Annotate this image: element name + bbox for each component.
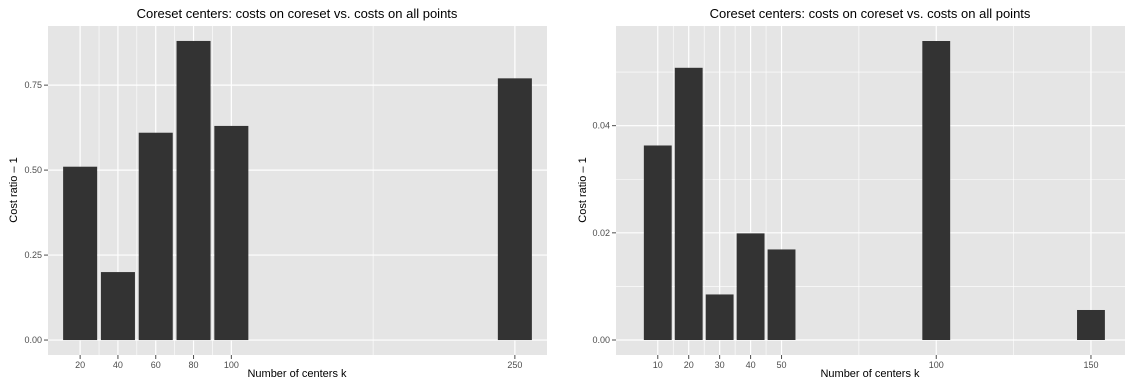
chart-right: Coreset centers: costs on coreset vs. co… — [577, 6, 1125, 380]
chart-left: Coreset centers: costs on coreset vs. co… — [8, 6, 547, 380]
y-axis-ticks: 0.00 0.25 0.50 0.75 — [24, 80, 48, 345]
chart-title: Coreset centers: costs on coreset vs. co… — [137, 6, 458, 21]
bar-k-250 — [497, 78, 532, 341]
x-axis-label: Number of centers k — [820, 368, 920, 380]
x-axis-ticks: 20 40 60 80 100 250 — [75, 355, 522, 370]
bar-k-40 — [100, 272, 135, 341]
x-tick-label: 50 — [777, 360, 787, 370]
bar-k-100 — [214, 125, 249, 341]
x-tick-label: 40 — [746, 360, 756, 370]
y-axis-ticks: 0.00 0.02 0.04 — [592, 121, 616, 345]
y-tick-label: 0.25 — [24, 250, 42, 260]
x-axis-ticks: 10 20 30 40 50 100 150 — [653, 355, 1098, 370]
x-tick-label: 10 — [653, 360, 663, 370]
bar-k-50 — [767, 249, 796, 340]
y-tick-label: 0.02 — [592, 228, 610, 238]
bar-k-60 — [138, 132, 173, 341]
bar-k-80 — [176, 40, 211, 341]
x-tick-label: 20 — [684, 360, 694, 370]
chart-title: Coreset centers: costs on coreset vs. co… — [710, 6, 1031, 21]
x-tick-label: 20 — [75, 360, 85, 370]
y-axis-label: Cost ratio – 1 — [8, 157, 20, 222]
x-tick-label: 100 — [224, 360, 239, 370]
x-tick-label: 250 — [507, 360, 522, 370]
bar-k-30 — [705, 294, 734, 340]
x-tick-label: 40 — [113, 360, 123, 370]
y-tick-label: 0.75 — [24, 80, 42, 90]
bar-k-40 — [736, 233, 765, 340]
x-tick-label: 100 — [929, 360, 944, 370]
y-axis-label: Cost ratio – 1 — [577, 157, 589, 222]
bar-k-20 — [63, 166, 98, 341]
y-tick-label: 0.00 — [24, 335, 42, 345]
x-tick-label: 150 — [1083, 360, 1098, 370]
y-tick-label: 0.00 — [592, 335, 610, 345]
bars — [63, 40, 532, 341]
bar-k-10 — [643, 145, 672, 340]
y-tick-label: 0.04 — [592, 121, 610, 131]
x-tick-label: 80 — [189, 360, 199, 370]
y-tick-label: 0.50 — [24, 165, 42, 175]
x-axis-label: Number of centers k — [247, 368, 347, 380]
bar-k-100 — [922, 41, 951, 340]
bar-k-150 — [1077, 309, 1105, 340]
bars — [643, 41, 1105, 340]
x-tick-label: 60 — [151, 360, 161, 370]
bar-k-20 — [674, 67, 703, 340]
x-tick-label: 30 — [715, 360, 725, 370]
